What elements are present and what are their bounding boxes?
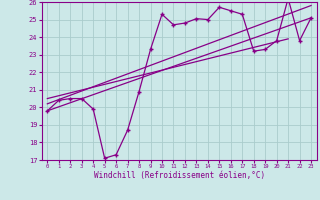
- X-axis label: Windchill (Refroidissement éolien,°C): Windchill (Refroidissement éolien,°C): [94, 171, 265, 180]
